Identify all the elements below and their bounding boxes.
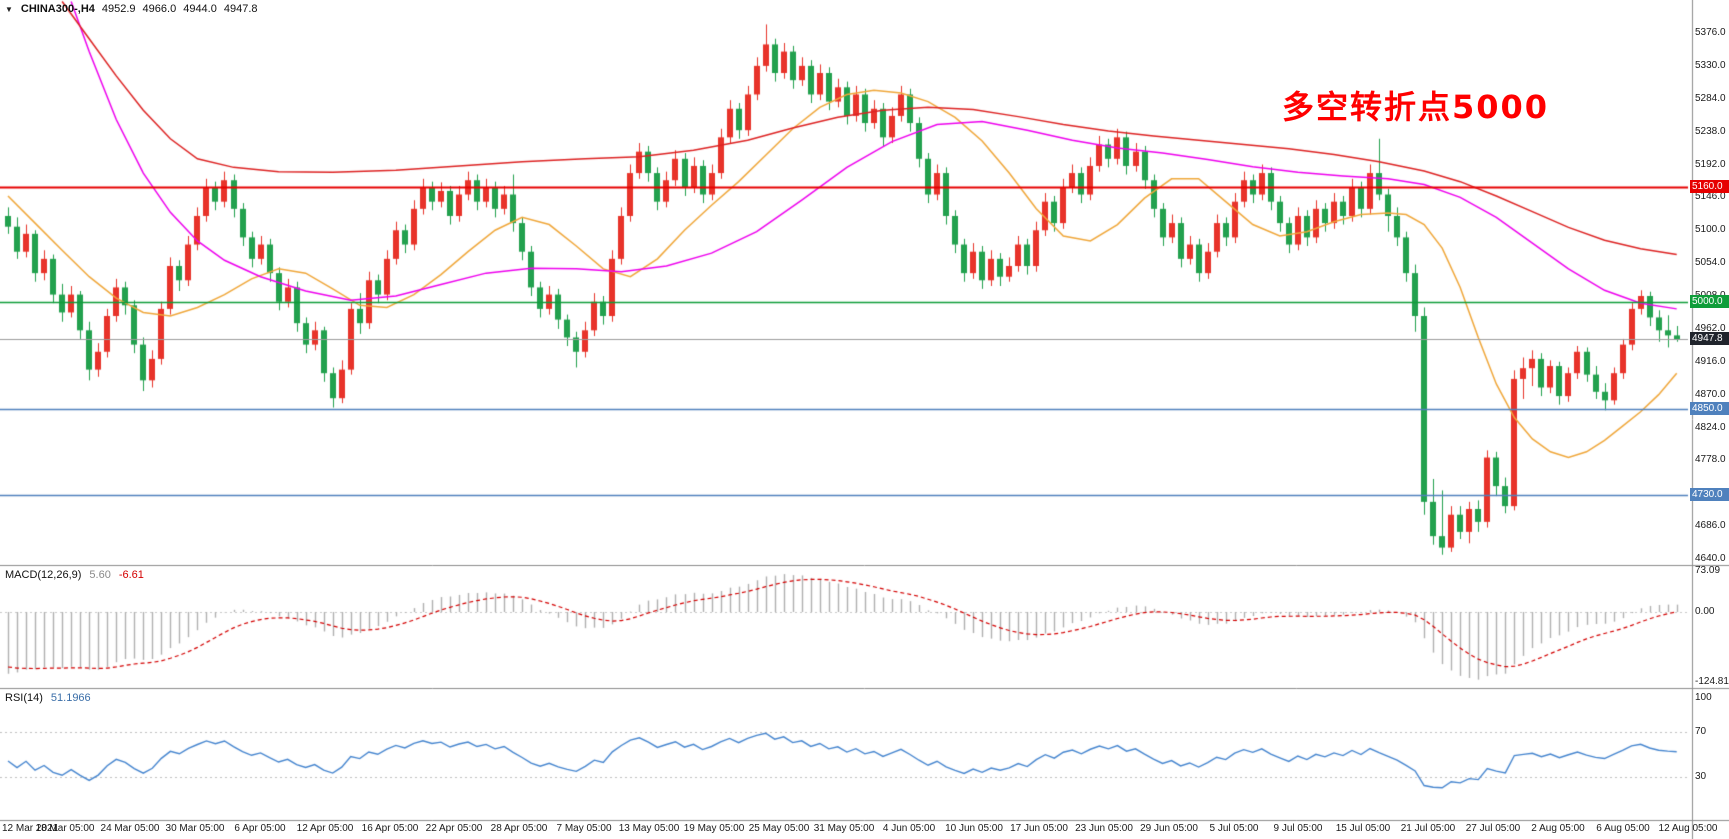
collapse-arrow-icon[interactable]: ▼ — [5, 4, 13, 14]
price-tick-label: 5054.0 — [1695, 257, 1726, 268]
macd-label: MACD(12,26,9) — [5, 569, 82, 581]
rsi-value: 51.1966 — [50, 692, 91, 704]
time-tick-label: 12 Aug 05:00 — [1658, 823, 1718, 834]
level-price-box: 5160.0 — [1690, 180, 1729, 193]
time-tick-label: 25 May 05:00 — [748, 823, 810, 834]
time-tick-label: 29 Jun 05:00 — [1140, 823, 1198, 834]
rsi-label: RSI(14) — [5, 692, 43, 704]
price-tick-label: 5376.0 — [1695, 27, 1726, 38]
chart-annotation: 多空转折点5000 — [1282, 88, 1550, 126]
ohlc-close: 4947.8 — [223, 3, 258, 15]
time-tick-label: 23 Jun 05:00 — [1075, 823, 1133, 834]
time-tick-label: 21 Jul 05:00 — [1400, 823, 1456, 834]
price-tick-label: 4640.0 — [1695, 553, 1726, 564]
time-tick-label: 12 Apr 05:00 — [296, 823, 354, 834]
macd-tick-label: 0.00 — [1695, 606, 1715, 617]
price-tick-label: 5192.0 — [1695, 159, 1726, 170]
rsi-tick-label: 70 — [1695, 726, 1707, 737]
time-tick-label: 4 Jun 05:00 — [882, 823, 936, 834]
rsi-header: RSI(14) 51.1966 — [5, 692, 91, 704]
price-tick-label: 4824.0 — [1695, 422, 1726, 433]
macd-main-value: 5.60 — [89, 569, 111, 581]
time-tick-label: 7 May 05:00 — [556, 823, 612, 834]
price-tick-label: 4778.0 — [1695, 454, 1726, 465]
macd-header: MACD(12,26,9) 5.60 -6.61 — [5, 569, 144, 581]
time-tick-label: 2 Aug 05:00 — [1531, 823, 1585, 834]
macd-signal-value: -6.61 — [118, 569, 144, 581]
time-tick-label: 6 Aug 05:00 — [1596, 823, 1650, 834]
time-tick-label: 17 Jun 05:00 — [1010, 823, 1068, 834]
time-tick-label: 16 Apr 05:00 — [361, 823, 419, 834]
level-price-box: 5000.0 — [1690, 295, 1729, 308]
time-tick-label: 9 Jul 05:00 — [1273, 823, 1323, 834]
macd-tick-label: 73.09 — [1695, 565, 1721, 576]
time-tick-label: 12 Mar 2021 — [2, 823, 59, 834]
price-tick-label: 4870.0 — [1695, 389, 1726, 400]
current-price-box: 4947.8 — [1690, 332, 1729, 345]
time-tick-label: 30 Mar 05:00 — [165, 823, 225, 834]
price-tick-label: 5284.0 — [1695, 93, 1726, 104]
price-tick-label: 5238.0 — [1695, 126, 1726, 137]
time-tick-label: 22 Apr 05:00 — [425, 823, 483, 834]
symbol-label: CHINA300-,H4 — [20, 3, 95, 15]
time-tick-label: 18 Mar 05:00 — [35, 823, 95, 834]
rsi-tick-label: 100 — [1695, 692, 1712, 703]
level-price-box: 4850.0 — [1690, 402, 1729, 415]
price-tick-label: 4916.0 — [1695, 356, 1726, 367]
chart-header: ▼ CHINA300-,H4 4952.9 4966.0 4944.0 4947… — [5, 3, 258, 15]
ohlc-low: 4944.0 — [183, 3, 217, 15]
level-price-box: 4730.0 — [1690, 488, 1729, 501]
time-tick-label: 13 May 05:00 — [618, 823, 680, 834]
ohlc-high: 4966.0 — [142, 3, 177, 15]
time-tick-label: 6 Apr 05:00 — [234, 823, 286, 834]
time-tick-label: 27 Jul 05:00 — [1465, 823, 1521, 834]
time-tick-label: 5 Jul 05:00 — [1209, 823, 1259, 834]
time-tick-label: 19 May 05:00 — [683, 823, 745, 834]
time-tick-label: 28 Apr 05:00 — [490, 823, 548, 834]
macd-tick-label: -124.81 — [1695, 676, 1729, 687]
price-tick-label: 5146.0 — [1695, 191, 1726, 202]
price-tick-label: 5100.0 — [1695, 224, 1726, 235]
ohlc-open: 4952.9 — [101, 3, 136, 15]
price-tick-label: 5330.0 — [1695, 60, 1726, 71]
price-tick-label: 4686.0 — [1695, 520, 1726, 531]
time-tick-label: 10 Jun 05:00 — [945, 823, 1003, 834]
price-tick-label: 4962.0 — [1695, 323, 1726, 334]
time-tick-label: 24 Mar 05:00 — [100, 823, 160, 834]
time-tick-label: 31 May 05:00 — [813, 823, 875, 834]
rsi-tick-label: 30 — [1695, 771, 1707, 782]
time-tick-label: 15 Jul 05:00 — [1335, 823, 1391, 834]
